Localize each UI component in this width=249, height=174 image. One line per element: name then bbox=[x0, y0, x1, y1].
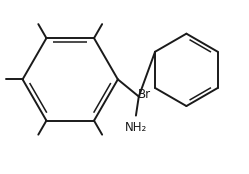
Text: NH₂: NH₂ bbox=[125, 121, 147, 134]
Text: Br: Br bbox=[138, 88, 151, 101]
